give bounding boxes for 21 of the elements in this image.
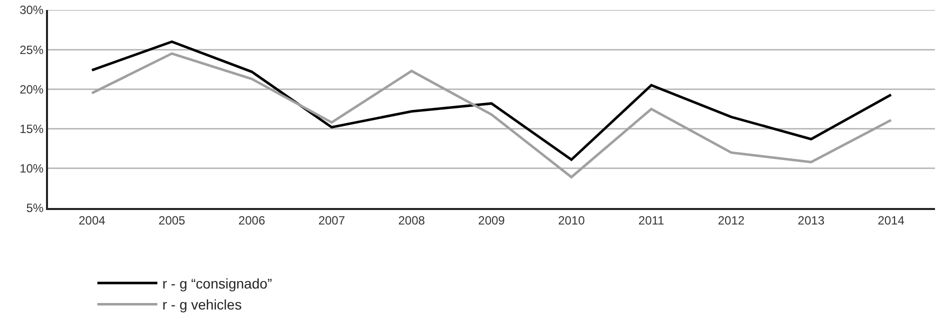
x-tick-label: 2010 [558, 213, 586, 228]
line-series [90, 52, 892, 178]
legend-label: r - g vehicles [162, 296, 242, 313]
legend-label: r - g “consignado” [162, 275, 272, 292]
y-tick-label: 25% [20, 42, 44, 57]
line-series [90, 40, 892, 161]
x-tick-label: 2007 [318, 213, 346, 228]
y-tick-label: 10% [20, 162, 44, 176]
x-tick-label: 2009 [478, 213, 506, 228]
x-tick-label: 2014 [878, 213, 905, 228]
x-tick-label: 2011 [638, 213, 665, 228]
y-tick-label: 30% [20, 3, 44, 18]
x-tick-label: 2004 [78, 213, 106, 228]
x-tick-label: 2008 [398, 213, 426, 228]
y-tick-label: 5% [26, 201, 44, 216]
x-tick-label: 2013 [798, 213, 825, 228]
x-tick-label: 2005 [158, 213, 186, 228]
y-tick-label: 20% [20, 82, 44, 96]
x-tick-label: 2012 [718, 213, 745, 228]
y-tick-label: 15% [20, 122, 44, 136]
x-tick-label: 2006 [238, 213, 266, 228]
